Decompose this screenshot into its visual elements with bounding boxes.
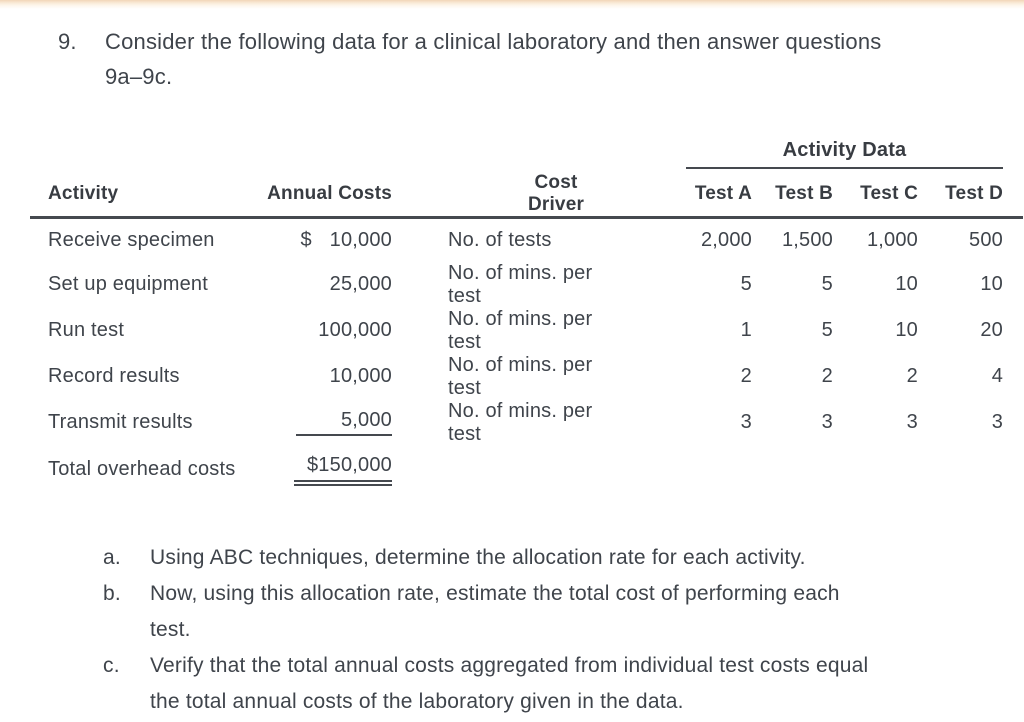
cell-test-d: 10 [980,273,1004,295]
group-header-label: Activity Data [686,139,1004,169]
cell-annual-cost: 100,000 [318,319,392,341]
cell-test-a: 1 [740,319,752,341]
col-header-test-b: Test B [752,172,833,219]
cell-test-d: 4 [991,365,1004,387]
activity-data-table: Activity Data Activity Annual Costs Cost… [30,136,1024,494]
cell-activity: Transmit results [48,411,193,433]
question-text: Consider the following data for a clinic… [105,24,985,94]
subquestion-letter: b. [103,582,121,605]
subquestion-letter: a. [103,546,121,569]
cell-test-b: 3 [821,411,833,433]
col-header-test-c: Test C [833,172,918,219]
question-text-line-2: 9a–9c. [105,64,173,89]
cell-test-b: 1,500 [781,228,833,251]
col-header-test-a: Test A [608,172,752,219]
cell-test-b: 2 [821,365,833,387]
table-row: Run test 100,000 No. of mins. per test 1… [30,308,1023,354]
subquestion-c-line-1: Verify that the total annual costs aggre… [150,654,869,677]
subquestion-c: c. Verify that the total annual costs ag… [103,648,985,720]
col-header-annual-costs: Annual Costs [260,172,392,219]
subquestion-b-line-2: test. [150,618,191,641]
cell-activity: Set up equipment [48,273,208,295]
table-row: Set up equipment 25,000 No. of mins. per… [30,262,1023,308]
question-9: 9. Consider the following data for a cli… [58,24,985,94]
cell-annual-cost: 10,000 [329,365,392,387]
cell-cost-driver: No. of mins. per test [448,399,593,445]
total-row: Total overhead costs $150,000 [30,446,1023,494]
subquestion-b-line-1: Now, using this allocation rate, estimat… [150,582,840,605]
cell-annual-cost: $ 10,000 [300,228,392,251]
table-row: Receive specimen $ 10,000 No. of tests 2… [30,218,1023,262]
cell-activity: Record results [48,365,180,387]
cell-test-a: 5 [740,273,752,295]
subquestion-text: Now, using this allocation rate, estimat… [150,576,985,648]
cell-annual-cost: 25,000 [329,273,392,295]
cell-cost-driver: No. of mins. per test [448,353,593,399]
cell-annual-cost: 5,000 [260,400,392,446]
cell-test-a: 2 [740,365,752,387]
subquestion-letter: c. [103,654,120,677]
cell-test-c: 3 [906,411,918,433]
group-header-cell: Activity Data [608,136,1023,172]
cell-test-d: 500 [969,228,1004,251]
cell-activity: Receive specimen [48,228,215,251]
underlined-amount: 5,000 [296,409,392,436]
cell-test-c: 1,000 [866,228,918,251]
group-header-row: Activity Data [30,136,1023,172]
table-row: Transmit results 5,000 No. of mins. per … [30,400,1023,446]
col-header-test-d: Test D [918,172,1024,219]
subquestion-list: a. Using ABC techniques, determine the a… [103,540,985,720]
subquestion-a: a. Using ABC techniques, determine the a… [103,540,985,576]
double-underlined-total: $150,000 [294,454,392,486]
subquestion-text: Verify that the total annual costs aggre… [150,648,985,720]
cell-test-d: 3 [991,411,1004,433]
subquestion-text: Using ABC techniques, determine the allo… [150,540,985,576]
cell-cost-driver: No. of tests [448,228,552,251]
subquestion-c-line-2: the total annual costs of the laboratory… [150,690,684,713]
cell-test-c: 10 [895,273,918,295]
cell-test-b: 5 [821,273,833,295]
cell-activity: Run test [48,319,125,341]
cell-test-a: 2,000 [700,228,752,251]
cell-test-b: 5 [821,319,833,341]
question-number: 9. [58,29,77,54]
total-label: Total overhead costs [48,458,236,480]
table-row: Record results 10,000 No. of mins. per t… [30,354,1023,400]
cell-test-c: 2 [906,365,918,387]
cell-cost-driver: No. of mins. per test [448,261,593,307]
column-header-row: Activity Annual Costs Cost Driver Test A… [30,172,1024,219]
total-value-cell: $150,000 [260,446,392,494]
col-header-cost-driver: Cost Driver [392,172,608,219]
page-top-accent-bar [0,0,1024,9]
cell-test-a: 3 [740,411,752,433]
cell-test-d: 20 [980,319,1004,341]
subquestion-b: b. Now, using this allocation rate, esti… [103,576,985,648]
cell-test-c: 10 [895,319,918,341]
question-text-line-1: Consider the following data for a clinic… [105,29,882,54]
subquestion-a-line-1: Using ABC techniques, determine the allo… [150,546,806,569]
cell-cost-driver: No. of mins. per test [448,307,593,353]
col-header-activity: Activity [30,172,260,219]
